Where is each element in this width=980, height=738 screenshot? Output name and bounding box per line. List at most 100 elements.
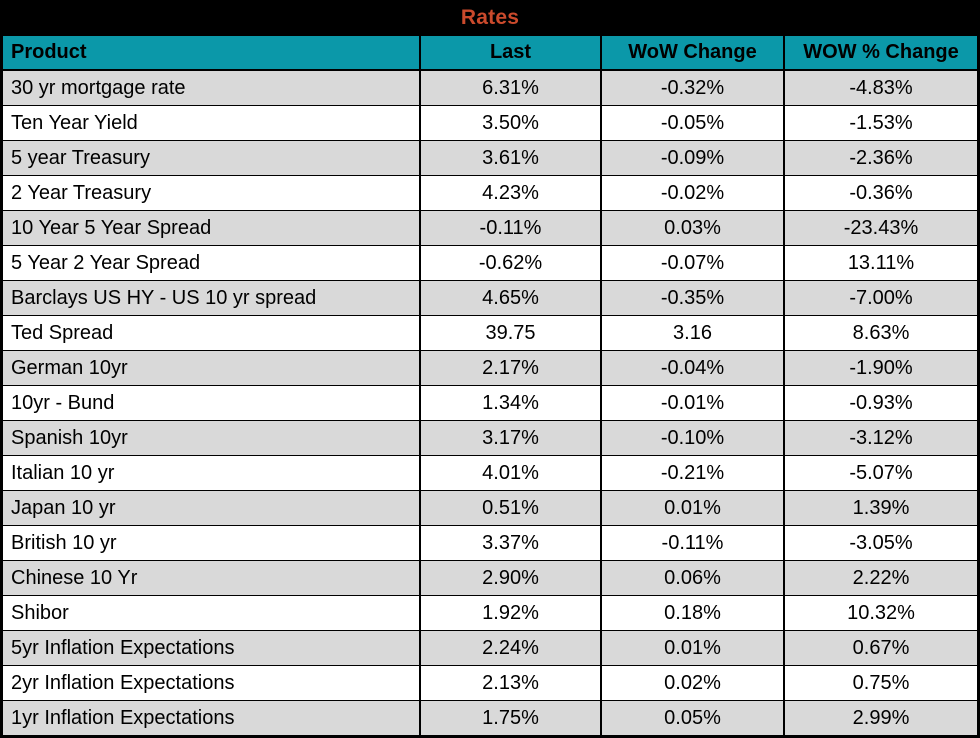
value-cell: 0.51%	[419, 490, 601, 526]
value-cell: 2.90%	[419, 560, 601, 596]
table-row: 5 Year 2 Year Spread -0.62% -0.07% 13.11%	[3, 245, 977, 281]
value-cell: 2.24%	[419, 630, 601, 666]
product-cell: Ten Year Yield	[3, 105, 420, 141]
value-cell: -0.02%	[600, 175, 784, 211]
table-row: 2yr Inflation Expectations 2.13% 0.02% 0.75…	[3, 665, 977, 701]
table-row: Japan 10 yr 0.51% 0.01% 1.39%	[3, 490, 977, 526]
product-cell: 5 Year 2 Year Spread	[3, 245, 420, 281]
value-cell: 0.03%	[600, 210, 784, 246]
value-cell: -0.05%	[600, 105, 784, 141]
value-cell: -0.04%	[600, 350, 784, 386]
column-header-wow-pct-change: WOW % Change	[783, 36, 977, 71]
value-cell: 13.11%	[783, 245, 977, 281]
value-cell: -5.07%	[783, 455, 977, 491]
value-cell: -0.32%	[600, 69, 784, 106]
value-cell: 4.23%	[419, 175, 601, 211]
value-cell: -0.62%	[419, 245, 601, 281]
product-cell: Spanish 10yr	[3, 420, 420, 456]
value-cell: 0.02%	[600, 665, 784, 701]
table-title: Rates	[460, 6, 520, 29]
product-cell: 10yr - Bund	[3, 385, 420, 421]
value-cell: 3.50%	[419, 105, 601, 141]
product-cell: Japan 10 yr	[3, 490, 420, 526]
table-row: Spanish 10yr 3.17% -0.10% -3.12%	[3, 420, 977, 456]
value-cell: 1.39%	[783, 490, 977, 526]
value-cell: 3.61%	[419, 140, 601, 176]
value-cell: -7.00%	[783, 280, 977, 316]
table-row: Shibor 1.92% 0.18% 10.32%	[3, 595, 977, 631]
value-cell: -23.43%	[783, 210, 977, 246]
value-cell: 2.99%	[783, 700, 977, 735]
value-cell: -0.93%	[783, 385, 977, 421]
product-cell: German 10yr	[3, 350, 420, 386]
value-cell: -0.35%	[600, 280, 784, 316]
value-cell: -1.90%	[783, 350, 977, 386]
value-cell: 3.16	[600, 315, 784, 351]
table-row: British 10 yr 3.37% -0.11% -3.05%	[3, 525, 977, 561]
table-row: Ten Year Yield 3.50% -0.05% -1.53%	[3, 105, 977, 141]
table-row: 10 Year 5 Year Spread -0.11% 0.03% -23.43%	[3, 210, 977, 246]
table-row: 30 yr mortgage rate 6.31% -0.32% -4.83%	[3, 69, 977, 106]
value-cell: -0.10%	[600, 420, 784, 456]
table-title-bar: Rates	[3, 0, 977, 36]
value-cell: -3.05%	[783, 525, 977, 561]
rates-data-table: Product Last WoW Change WOW % Change 30 …	[3, 36, 977, 735]
column-header-product: Product	[3, 36, 420, 71]
value-cell: 0.05%	[600, 700, 784, 735]
value-cell: -3.12%	[783, 420, 977, 456]
value-cell: 4.65%	[419, 280, 601, 316]
value-cell: 6.31%	[419, 69, 601, 106]
value-cell: 3.37%	[419, 525, 601, 561]
table-row: German 10yr 2.17% -0.04% -1.90%	[3, 350, 977, 386]
column-header-wow-change: WoW Change	[600, 36, 784, 71]
value-cell: -0.36%	[783, 175, 977, 211]
product-cell: 5yr Inflation Expectations	[3, 630, 420, 666]
table-row: 5yr Inflation Expectations 2.24% 0.01% 0.67…	[3, 630, 977, 666]
product-cell: Ted Spread	[3, 315, 420, 351]
table-row: 10yr - Bund 1.34% -0.01% -0.93%	[3, 385, 977, 421]
value-cell: 0.01%	[600, 490, 784, 526]
value-cell: 1.92%	[419, 595, 601, 631]
product-cell: 10 Year 5 Year Spread	[3, 210, 420, 246]
value-cell: 3.17%	[419, 420, 601, 456]
product-cell: 1yr Inflation Expectations	[3, 700, 420, 735]
value-cell: 8.63%	[783, 315, 977, 351]
value-cell: -0.11%	[419, 210, 601, 246]
table-row: 1yr Inflation Expectations 1.75% 0.05% 2.99…	[3, 700, 977, 735]
product-cell: British 10 yr	[3, 525, 420, 561]
table-row: 5 year Treasury 3.61% -0.09% -2.36%	[3, 140, 977, 176]
table-row: Barclays US HY - US 10 yr spread 4.65% -0.…	[3, 280, 977, 316]
value-cell: -4.83%	[783, 69, 977, 106]
table-row: Chinese 10 Yr 2.90% 0.06% 2.22%	[3, 560, 977, 596]
product-cell: Chinese 10 Yr	[3, 560, 420, 596]
value-cell: 0.75%	[783, 665, 977, 701]
product-cell: 2yr Inflation Expectations	[3, 665, 420, 701]
value-cell: 1.75%	[419, 700, 601, 735]
value-cell: 39.75	[419, 315, 601, 351]
value-cell: -0.09%	[600, 140, 784, 176]
value-cell: -2.36%	[783, 140, 977, 176]
product-cell: Shibor	[3, 595, 420, 631]
table-row: Ted Spread 39.75 3.16 8.63%	[3, 315, 977, 351]
value-cell: -0.11%	[600, 525, 784, 561]
value-cell: 0.18%	[600, 595, 784, 631]
value-cell: 2.13%	[419, 665, 601, 701]
value-cell: -0.01%	[600, 385, 784, 421]
product-cell: Italian 10 yr	[3, 455, 420, 491]
value-cell: -0.21%	[600, 455, 784, 491]
product-cell: Barclays US HY - US 10 yr spread	[3, 280, 420, 316]
value-cell: 0.06%	[600, 560, 784, 596]
value-cell: -0.07%	[600, 245, 784, 281]
value-cell: 2.22%	[783, 560, 977, 596]
table-row: Italian 10 yr 4.01% -0.21% -5.07%	[3, 455, 977, 491]
value-cell: 10.32%	[783, 595, 977, 631]
product-cell: 5 year Treasury	[3, 140, 420, 176]
column-header-last: Last	[419, 36, 601, 71]
value-cell: 0.67%	[783, 630, 977, 666]
table-row: 2 Year Treasury 4.23% -0.02% -0.36%	[3, 175, 977, 211]
product-cell: 2 Year Treasury	[3, 175, 420, 211]
value-cell: -1.53%	[783, 105, 977, 141]
value-cell: 0.01%	[600, 630, 784, 666]
value-cell: 2.17%	[419, 350, 601, 386]
